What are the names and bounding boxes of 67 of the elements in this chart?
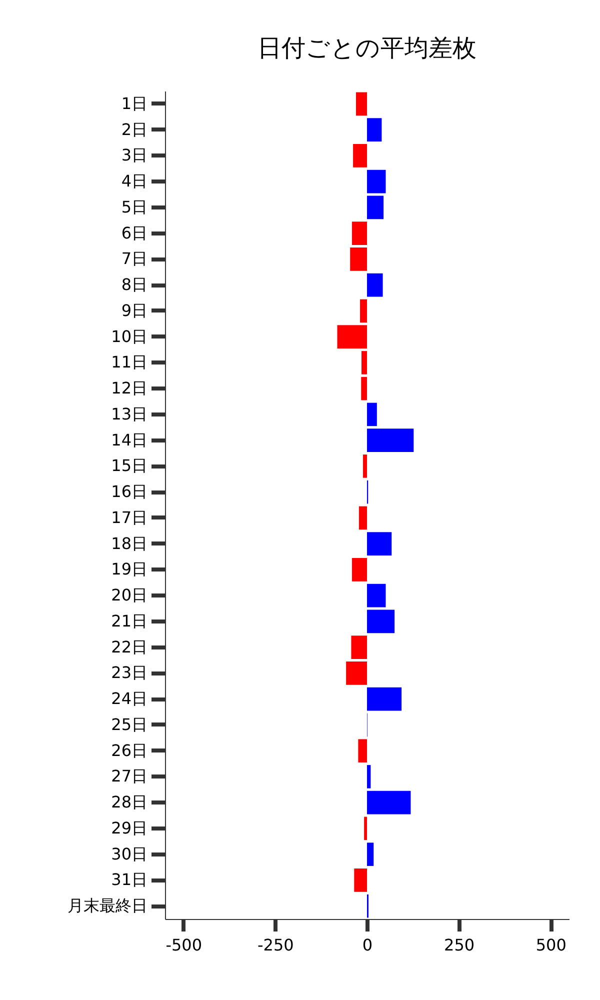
y-tick-label: 13日	[111, 404, 148, 424]
y-tick-label: 7日	[121, 249, 148, 268]
bar	[350, 248, 367, 271]
y-tick-label: 5日	[121, 197, 148, 216]
bar	[351, 636, 367, 659]
y-tick-label: 17日	[111, 508, 148, 527]
y-tick-label: 25日	[111, 714, 148, 734]
bar	[367, 610, 395, 634]
bar	[367, 170, 386, 194]
bar	[352, 222, 367, 245]
bar	[352, 558, 367, 582]
bar	[367, 402, 377, 426]
y-tick-label: 12日	[111, 378, 148, 398]
y-tick-label: 10日	[111, 326, 148, 346]
y-tick-label: 1日	[121, 94, 148, 113]
bar	[367, 273, 383, 297]
bar	[367, 842, 374, 866]
y-tick-label: 27日	[111, 766, 148, 786]
bar	[364, 816, 367, 840]
x-tick-label: -250	[258, 936, 294, 954]
y-tick-label: 24日	[111, 689, 148, 708]
bar	[367, 196, 384, 220]
y-tick-label: 9日	[121, 300, 148, 320]
bar	[362, 454, 367, 478]
y-tick-label: 3日	[121, 146, 148, 165]
y-tick-label: 16日	[111, 482, 148, 502]
y-tick-label: 6日	[121, 223, 148, 242]
bar	[367, 584, 386, 608]
y-tick-label: 19日	[111, 560, 148, 579]
y-tick-label: 4日	[121, 172, 148, 191]
y-tick-label: 8日	[121, 275, 148, 294]
y-tick-label: 30日	[111, 844, 148, 864]
x-tick-label: 0	[362, 936, 373, 954]
bar	[354, 868, 367, 892]
bar	[346, 662, 367, 685]
x-tick-label: 250	[444, 936, 475, 954]
chart-title: 日付ごとの平均差枚	[258, 34, 476, 62]
bar	[358, 739, 367, 762]
x-tick-label: -500	[166, 936, 202, 954]
bar	[360, 299, 367, 323]
bar	[358, 506, 367, 530]
y-tick-label: 2日	[121, 120, 148, 139]
bar	[367, 790, 411, 814]
y-tick-label: 29日	[111, 818, 148, 838]
y-tick-label: 23日	[111, 663, 148, 682]
y-tick-label: 31日	[111, 870, 148, 890]
bar	[367, 428, 414, 452]
bar	[361, 351, 367, 374]
bar	[367, 687, 402, 711]
y-tick-label: 11日	[111, 352, 148, 372]
bar	[356, 92, 367, 116]
bar	[337, 325, 367, 348]
bar	[367, 118, 382, 142]
y-tick-label: 21日	[111, 611, 148, 630]
y-tick-label: 14日	[111, 430, 148, 450]
bar	[361, 376, 367, 400]
bar	[367, 765, 371, 788]
y-tick-label: 26日	[111, 740, 148, 760]
y-tick-label: 月末最終日	[68, 896, 148, 916]
y-tick-label: 28日	[111, 792, 148, 812]
y-tick-label: 22日	[111, 637, 148, 656]
y-tick-label: 18日	[111, 534, 148, 553]
bar	[367, 532, 392, 556]
bar	[353, 144, 367, 168]
y-tick-label: 20日	[111, 586, 148, 605]
x-tick-label: 500	[536, 936, 566, 954]
y-tick-label: 15日	[111, 456, 148, 476]
